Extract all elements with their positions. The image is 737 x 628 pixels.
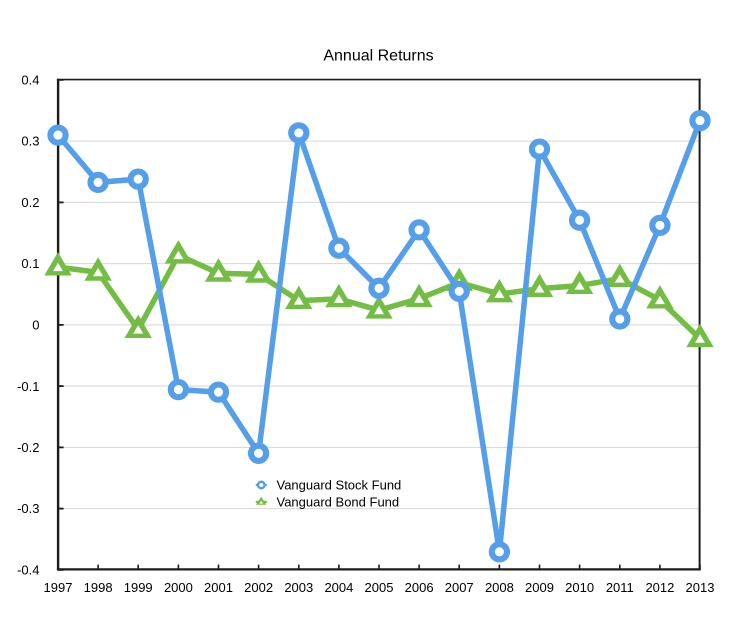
svg-text:2011: 2011 [606, 580, 634, 595]
svg-text:2012: 2012 [645, 580, 674, 595]
svg-text:-0.3: -0.3 [17, 501, 39, 516]
svg-text:1998: 1998 [84, 580, 113, 595]
svg-text:1999: 1999 [124, 580, 153, 595]
svg-text:2002: 2002 [244, 580, 273, 595]
svg-text:2006: 2006 [405, 580, 434, 595]
svg-text:2007: 2007 [445, 580, 474, 595]
svg-text:1997: 1997 [44, 580, 73, 595]
svg-text:2000: 2000 [164, 580, 193, 595]
svg-text:2001: 2001 [204, 580, 233, 595]
svg-text:2003: 2003 [284, 580, 313, 595]
svg-text:-0.2: -0.2 [17, 440, 39, 455]
svg-text:Vanguard Bond Fund: Vanguard Bond Fund [277, 495, 400, 510]
svg-text:2010: 2010 [565, 580, 594, 595]
svg-text:0.1: 0.1 [21, 256, 39, 271]
svg-text:0.3: 0.3 [21, 134, 39, 149]
svg-text:-0.4: -0.4 [17, 563, 39, 578]
svg-text:2004: 2004 [324, 580, 353, 595]
svg-text:0.2: 0.2 [21, 195, 39, 210]
svg-text:-0.1: -0.1 [17, 379, 39, 394]
svg-text:0.4: 0.4 [21, 73, 39, 88]
svg-text:2008: 2008 [485, 580, 514, 595]
svg-text:2013: 2013 [686, 580, 715, 595]
svg-text:Annual Returns: Annual Returns [323, 48, 433, 65]
svg-text:Vanguard Stock Fund: Vanguard Stock Fund [277, 478, 402, 493]
svg-text:0: 0 [32, 318, 39, 333]
svg-text:2009: 2009 [525, 580, 554, 595]
svg-text:2005: 2005 [365, 580, 394, 595]
